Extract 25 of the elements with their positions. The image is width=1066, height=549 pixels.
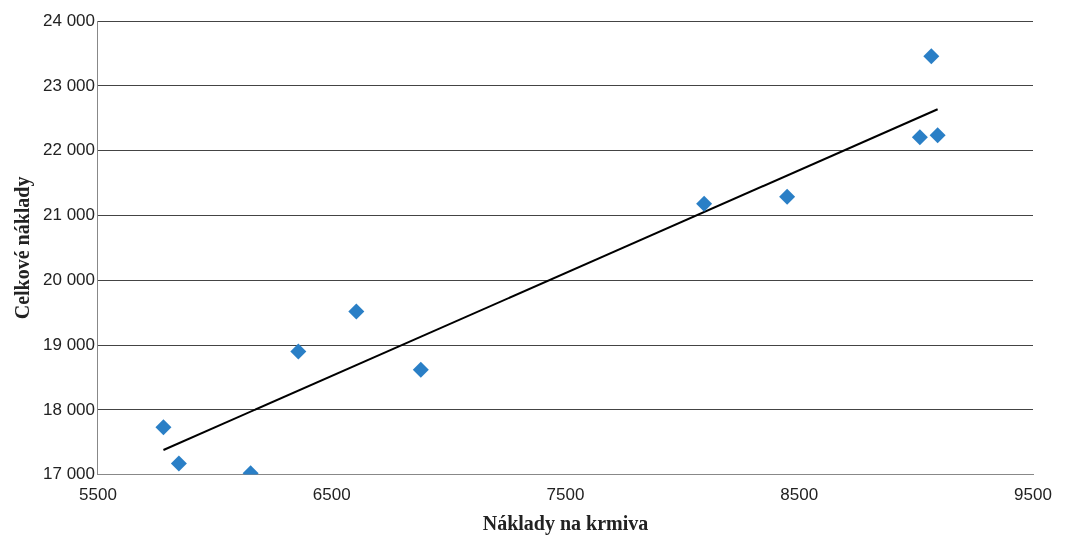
y-tick-label: 20 000 [43,269,95,289]
x-tick-label: 9500 [1014,485,1052,505]
point [290,343,307,360]
point [412,361,429,378]
x-tick-label: 7500 [546,485,585,505]
point [696,195,713,212]
y-tick-label: 17 000 [43,464,95,484]
y-tick-label: 24 000 [43,10,95,30]
y-tick-label: 19 000 [43,334,95,354]
y-tick-label: 18 000 [43,399,95,419]
point [923,48,940,65]
point [779,188,796,205]
point [170,455,187,472]
point [929,127,946,144]
x-tick-label: 8500 [780,485,819,505]
point [911,129,928,146]
x-axis-title: Náklady na krmiva [482,512,649,536]
y-tick-label: 22 000 [43,140,95,160]
y-tick-label: 23 000 [43,75,95,95]
x-tick-label: 6500 [312,485,351,505]
y-axis-title: Celkové náklady [11,176,35,320]
x-tick-label: 5500 [79,485,117,505]
point [155,419,172,436]
point [348,303,365,320]
y-tick-label: 21 000 [43,205,95,225]
